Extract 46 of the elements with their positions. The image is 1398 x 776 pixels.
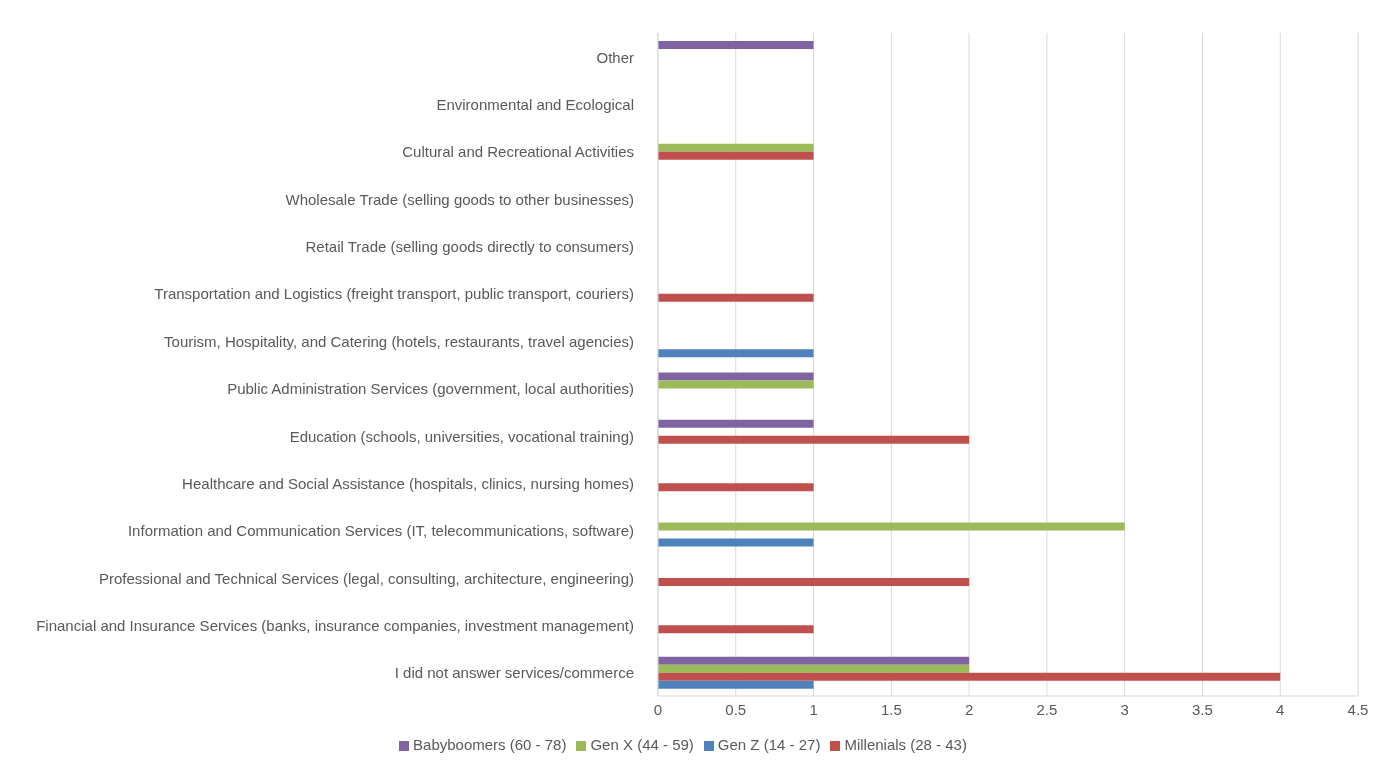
- bar: [658, 680, 814, 689]
- x-tick-label: 0: [653, 700, 663, 718]
- y-tick-label: I did not answer services/commerce: [394, 663, 634, 681]
- bar: [658, 349, 814, 358]
- legend-label: Babyboomers (60 - 78): [413, 736, 567, 753]
- y-tick-label: Other: [596, 48, 634, 66]
- x-tick-label: 1: [809, 700, 818, 718]
- legend-label: Gen X (44 - 59): [590, 736, 694, 753]
- y-tick-label: Retail Trade (selling goods directly to consumers): [305, 237, 634, 255]
- bar: [658, 664, 970, 673]
- x-tick-label: 4.5: [1347, 700, 1369, 718]
- bar: [658, 143, 814, 152]
- legend-label: Millenials (28 - 43): [844, 736, 967, 753]
- bar: [658, 372, 814, 381]
- x-tick-label: 2.5: [1036, 700, 1058, 718]
- y-tick-label: Cultural and Recreational Activities: [402, 142, 634, 160]
- bar: [658, 41, 814, 49]
- bar: [658, 293, 814, 302]
- y-tick-label: Financial and Insurance Services (banks, insurance companies, investment management): [36, 616, 634, 634]
- bar: [658, 656, 970, 665]
- x-tick-label: 3: [1120, 700, 1129, 718]
- y-tick-label: Transportation and Logistics (freight transport, public transport, couriers): [154, 284, 634, 302]
- x-tick-label: 1.5: [880, 700, 902, 718]
- y-tick-label: Environmental and Ecological: [436, 95, 634, 113]
- y-tick-label: Wholesale Trade (selling goods to other businesses): [285, 190, 634, 208]
- x-tick-label: 0.5: [725, 700, 747, 718]
- y-tick-label: Public Administration Services (government, local authorities): [227, 379, 634, 397]
- bar: [658, 380, 814, 389]
- bar: [658, 151, 814, 160]
- bar: [658, 538, 814, 547]
- x-tick-label: 2: [964, 700, 974, 718]
- bar: [658, 435, 970, 444]
- bar: [658, 483, 814, 492]
- x-tick-label: 4: [1276, 700, 1285, 718]
- legend-label: Gen Z (14 - 27): [717, 736, 821, 753]
- x-tick-label: 3.5: [1192, 700, 1213, 718]
- bar: [658, 522, 1125, 531]
- y-tick-label: Tourism, Hospitality, and Catering (hotels, restaurants, travel agencies): [164, 332, 634, 350]
- y-tick-label: Education (schools, universities, vocational training): [289, 427, 634, 445]
- bar: [658, 672, 1281, 681]
- bar: [658, 577, 970, 586]
- y-tick-label: Healthcare and Social Assistance (hospitals, clinics, nursing homes): [182, 474, 634, 492]
- bar: [658, 625, 814, 634]
- y-tick-label: Professional and Technical Services (legal, consulting, architecture, engineering): [98, 569, 634, 587]
- bar: [658, 419, 814, 428]
- y-tick-label: Information and Communication Services (IT, telecommunications, software): [127, 521, 634, 539]
